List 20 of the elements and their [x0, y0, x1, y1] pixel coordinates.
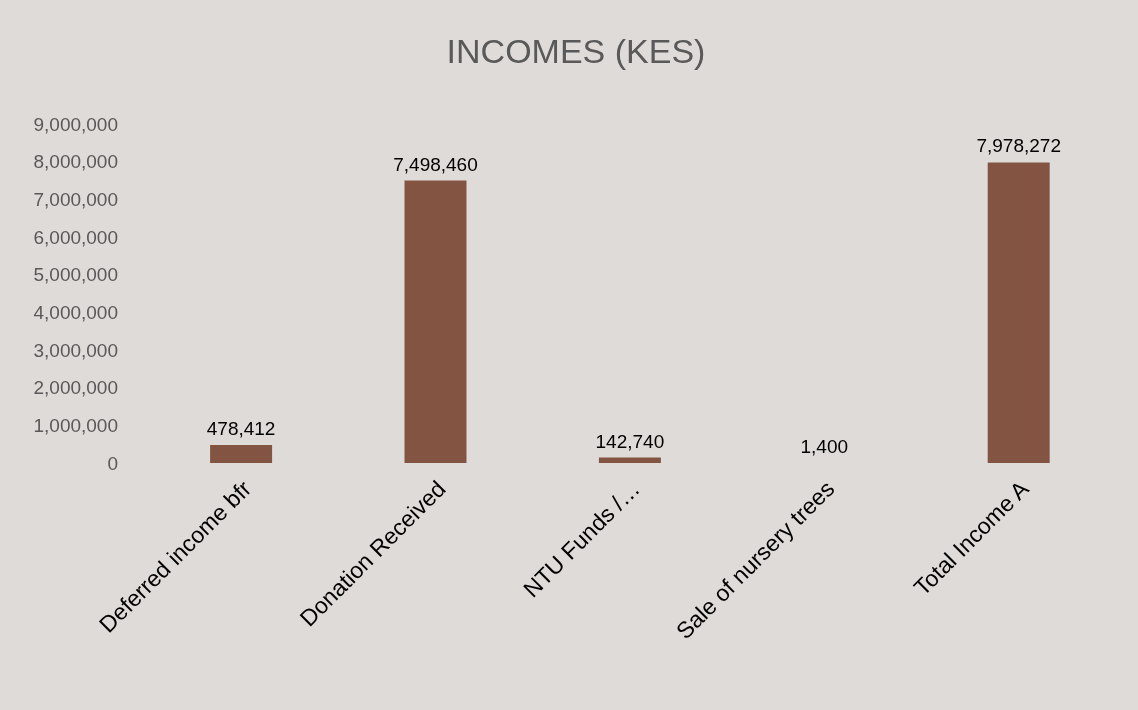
data-label: 142,740 — [595, 430, 665, 452]
y-tick-label: 2,000,000 — [33, 377, 118, 399]
y-tick-label: 5,000,000 — [33, 264, 118, 286]
y-tick-label: 9,000,000 — [33, 113, 118, 135]
bar — [210, 444, 273, 463]
data-label: 1,400 — [800, 435, 849, 457]
y-tick-label: 6,000,000 — [33, 226, 118, 248]
y-tick-label: 1,000,000 — [33, 415, 118, 437]
chart-title: INCOMES (KES) — [445, 32, 707, 71]
y-tick-label: 3,000,000 — [33, 339, 118, 361]
y-tick-label: 4,000,000 — [33, 302, 118, 324]
bar — [598, 457, 661, 463]
data-label: 478,412 — [206, 417, 276, 439]
data-label: 7,498,460 — [393, 153, 478, 175]
bar — [987, 162, 1050, 463]
y-tick-label: 7,000,000 — [33, 189, 118, 211]
data-label: 7,978,272 — [976, 135, 1061, 157]
bar — [404, 180, 467, 463]
y-tick-label: 0 — [107, 452, 118, 474]
y-tick-label: 8,000,000 — [33, 151, 118, 173]
